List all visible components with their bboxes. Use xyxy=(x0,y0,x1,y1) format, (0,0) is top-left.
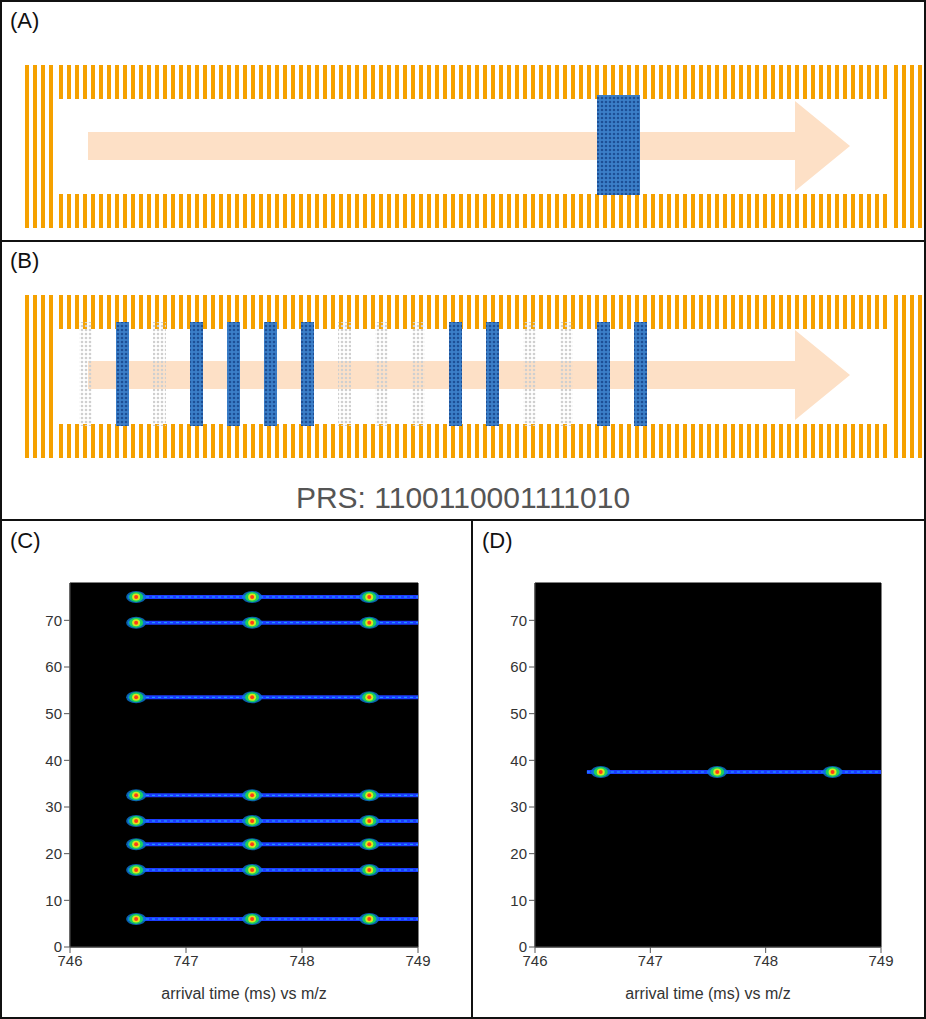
svg-text:10: 10 xyxy=(510,892,527,909)
svg-text:747: 747 xyxy=(638,952,663,969)
svg-text:PRS: 1100110001111010: PRS: 1100110001111010 xyxy=(296,481,630,514)
svg-text:748: 748 xyxy=(753,952,778,969)
svg-text:746: 746 xyxy=(522,951,548,969)
svg-text:(A): (A) xyxy=(10,8,39,33)
svg-text:60: 60 xyxy=(510,658,527,675)
svg-text:749: 749 xyxy=(405,952,430,969)
svg-text:arrival time (ms) vs m/z: arrival time (ms) vs m/z xyxy=(161,985,326,1002)
svg-text:30: 30 xyxy=(45,798,62,815)
svg-text:arrival time (ms) vs m/z: arrival time (ms) vs m/z xyxy=(625,985,790,1002)
svg-text:40: 40 xyxy=(45,752,62,769)
svg-text:(D): (D) xyxy=(482,528,513,553)
svg-text:748: 748 xyxy=(289,952,314,969)
svg-text:747: 747 xyxy=(173,952,198,969)
svg-text:0: 0 xyxy=(519,938,527,955)
svg-text:50: 50 xyxy=(510,705,527,722)
svg-text:70: 70 xyxy=(45,612,62,629)
svg-text:749: 749 xyxy=(868,952,893,969)
svg-text:60: 60 xyxy=(45,658,62,675)
svg-text:70: 70 xyxy=(510,612,527,629)
svg-text:50: 50 xyxy=(45,705,62,722)
svg-text:0: 0 xyxy=(54,938,62,955)
svg-text:40: 40 xyxy=(510,752,527,769)
svg-text:30: 30 xyxy=(510,798,527,815)
svg-text:(B): (B) xyxy=(10,248,39,273)
svg-text:10: 10 xyxy=(45,892,62,909)
svg-text:20: 20 xyxy=(45,845,62,862)
svg-text:746: 746 xyxy=(57,951,83,969)
svg-text:20: 20 xyxy=(510,845,527,862)
svg-text:(C): (C) xyxy=(10,528,41,553)
